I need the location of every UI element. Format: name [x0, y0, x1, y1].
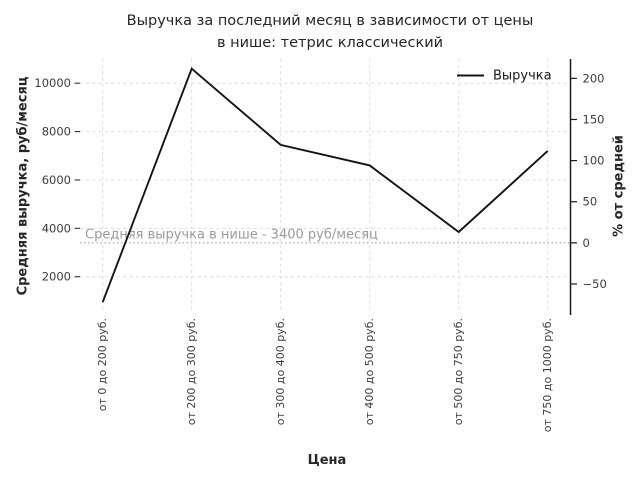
right-tick-label: 200 [583, 71, 605, 85]
gridlines [80, 59, 571, 313]
left-axis: 2000 4000 6000 8000 10000 [34, 76, 80, 284]
legend: Выручка [457, 69, 552, 84]
right-tick-label: 150 [583, 112, 605, 126]
left-axis-title: Средняя выручка, руб/месяц [16, 76, 31, 295]
x-axis-title: Цена [308, 453, 347, 468]
right-tick-label: 0 [583, 236, 590, 250]
category-label: от 300 до 400 руб. [274, 318, 287, 425]
average-annotation: Средняя выручка в нише - 3400 руб/месяц [85, 227, 378, 242]
left-tick-label: 6000 [42, 173, 71, 187]
right-axis: −50 0 50 100 150 200 [569, 59, 607, 315]
category-label: от 400 до 500 руб. [363, 318, 376, 425]
right-axis-title: % от средней [612, 135, 627, 237]
left-tick-label: 8000 [42, 125, 71, 139]
right-tick-label: 50 [583, 195, 598, 209]
category-label: от 200 до 300 руб. [185, 318, 198, 425]
right-tick-label: −50 [583, 277, 607, 291]
chart-title-line2: в нише: тетрис классический [216, 34, 444, 51]
left-tick-label: 2000 [42, 270, 71, 284]
category-label: от 750 до 1000 руб. [541, 318, 554, 432]
right-tick-label: 100 [583, 154, 605, 168]
chart-title-line1: Выручка за последний месяц в зависимости… [126, 13, 534, 29]
chart-title: Выручка за последний месяц в зависимости… [75, 11, 585, 54]
revenue-line [101, 67, 549, 303]
legend-label: Выручка [493, 69, 552, 84]
category-label: от 0 до 200 руб. [96, 318, 109, 411]
left-tick-label: 4000 [42, 221, 71, 235]
x-axis: от 0 до 200 руб. от 200 до 300 руб. от 300… [96, 318, 554, 432]
category-label: от 500 до 750 руб. [452, 318, 465, 425]
left-tick-label: 10000 [34, 76, 71, 90]
